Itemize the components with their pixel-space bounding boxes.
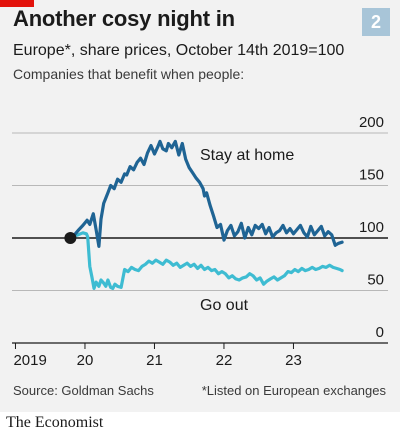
x-tick-label: 2019 — [13, 352, 46, 369]
chart-title: Another cosy night in — [13, 6, 235, 31]
series-lines — [64, 139, 344, 290]
brand-logo-text: The Economist — [6, 414, 104, 431]
y-tick-label: 0 — [376, 324, 384, 341]
x-tick-label: 22 — [216, 352, 233, 369]
annotation-go-out: Go out — [200, 297, 249, 314]
brand-red-tag — [0, 0, 34, 7]
chart-subtitle: Europe*, share prices, October 14th 2019… — [13, 42, 345, 59]
line-chart: 0 50 100 150 200 2019 20 21 22 23 Stay at home Go o… — [12, 114, 388, 369]
x-tick-label: 20 — [77, 352, 94, 369]
chart-labels: 0 50 100 150 200 2019 20 21 22 23 Stay at home Go o… — [13, 114, 384, 369]
chart-description: Companies that benefit when people: — [13, 66, 245, 82]
x-tick-label: 23 — [285, 352, 302, 369]
y-tick-label: 100 — [359, 219, 384, 236]
footnote: *Listed on European exchanges — [201, 383, 386, 398]
y-tick-label: 200 — [359, 114, 384, 131]
series-line-stay-at-home — [68, 139, 344, 248]
y-tick-label: 150 — [359, 167, 384, 184]
annotation-stay-at-home: Stay at home — [200, 147, 294, 164]
y-tick-label: 50 — [367, 272, 384, 289]
source-note: Source: Goldman Sachs — [13, 383, 154, 398]
x-tick-label: 21 — [146, 352, 163, 369]
start-point-marker — [64, 232, 77, 244]
series-line-go-out — [68, 231, 344, 290]
chart-number-badge: 2 — [362, 8, 390, 36]
